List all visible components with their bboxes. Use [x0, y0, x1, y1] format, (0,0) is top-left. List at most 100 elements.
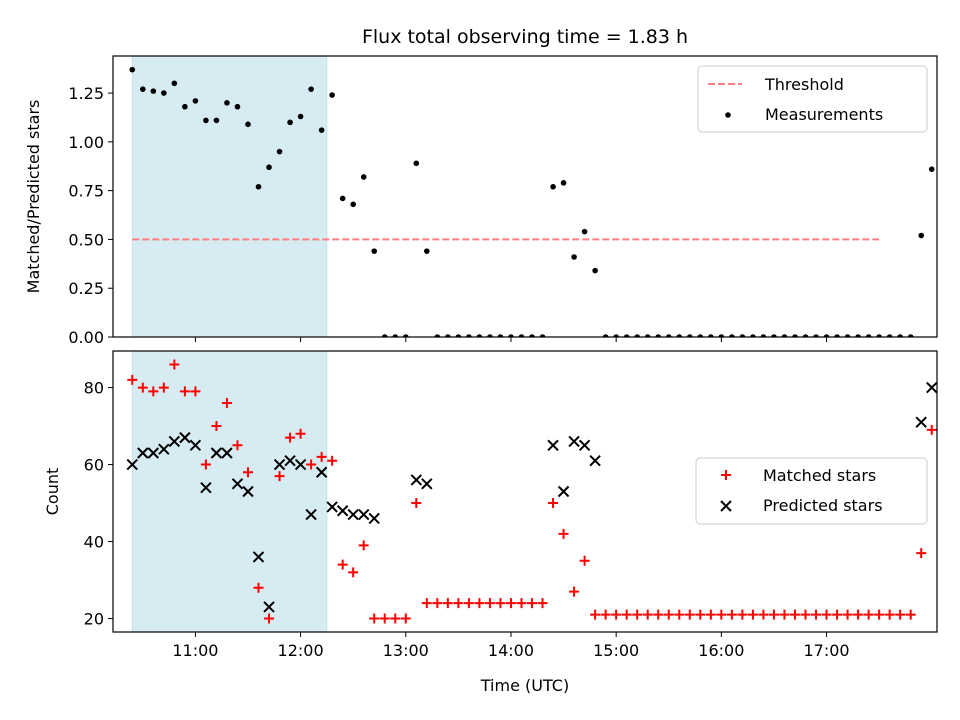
- legend-predicted-label: Predicted stars: [763, 496, 883, 515]
- chart-title: Flux total observing time = 1.83 h: [362, 26, 688, 48]
- data-point: [182, 103, 188, 110]
- data-point: [611, 609, 622, 620]
- data-point: [813, 334, 819, 337]
- data-point: [539, 334, 546, 337]
- data-point: [339, 195, 346, 202]
- data-point: [442, 598, 453, 609]
- data-point: [274, 471, 285, 482]
- data-point: [190, 386, 201, 397]
- data-point: [432, 598, 443, 609]
- data-point: [697, 334, 704, 337]
- data-point: [705, 609, 716, 620]
- y-axis-label: Matched/Predicted stars: [24, 100, 43, 294]
- data-point: [129, 66, 136, 73]
- data-point: [285, 432, 296, 443]
- data-point: [726, 609, 737, 620]
- data-point: [273, 458, 286, 471]
- data-point: [245, 121, 251, 128]
- x-axis-label: Time (UTC): [480, 676, 569, 695]
- data-point: [232, 440, 243, 451]
- data-point: [402, 334, 409, 337]
- data-point: [895, 609, 906, 620]
- data-point: [590, 609, 601, 620]
- data-point: [168, 435, 181, 448]
- data-point: [127, 374, 138, 385]
- data-point: [192, 98, 199, 104]
- data-point: [203, 117, 209, 124]
- data-point: [476, 334, 483, 337]
- data-point: [505, 598, 516, 609]
- data-point: [421, 598, 432, 609]
- data-point: [644, 334, 651, 337]
- data-point: [811, 609, 822, 620]
- y-tick-label: 60: [84, 456, 104, 475]
- data-point: [518, 334, 525, 337]
- data-point: [547, 439, 559, 452]
- data-point: [527, 598, 538, 609]
- data-point: [350, 201, 356, 208]
- data-point: [242, 485, 254, 498]
- data-point: [147, 447, 160, 459]
- data-point: [379, 613, 390, 624]
- y-axis-label: Count: [43, 468, 62, 516]
- data-point: [318, 127, 325, 133]
- x-tick-label: 15:00: [593, 641, 639, 660]
- bottom-panel: 11:00 12:00 13:00 14:00 15:00 16:00 17:00 20 40 6…: [43, 350, 938, 695]
- data-point: [550, 183, 556, 190]
- data-point: [779, 609, 790, 620]
- data-point: [171, 80, 178, 87]
- data-point: [305, 508, 317, 521]
- data-point: [821, 609, 832, 620]
- data-point: [276, 148, 283, 155]
- data-point: [674, 609, 685, 620]
- data-point: [578, 439, 591, 452]
- data-point: [771, 334, 777, 337]
- data-point: [495, 598, 506, 609]
- data-point: [252, 551, 265, 563]
- data-point: [169, 359, 180, 370]
- data-point: [411, 498, 422, 509]
- legend-box: [695, 457, 928, 525]
- data-point: [928, 166, 935, 172]
- data-point: [413, 160, 420, 167]
- data-point: [424, 248, 430, 254]
- data-point: [695, 609, 706, 620]
- data-point: [557, 485, 570, 498]
- data-point: [497, 334, 504, 337]
- data-point: [348, 567, 359, 578]
- data-point: [789, 609, 800, 620]
- data-point: [434, 334, 441, 337]
- legend-box: [697, 65, 928, 133]
- legend-measurements-swatch: [725, 112, 731, 118]
- data-point: [242, 467, 253, 478]
- data-point: [315, 466, 328, 478]
- data-point: [623, 334, 630, 337]
- data-point: [150, 88, 157, 94]
- data-point: [316, 451, 327, 462]
- data-point: [179, 386, 190, 397]
- data-point: [158, 382, 169, 393]
- data-point: [560, 180, 567, 186]
- legend-predicted-swatch: [720, 500, 732, 512]
- data-point: [653, 609, 664, 620]
- data-point: [253, 582, 264, 593]
- plot-area: [126, 351, 937, 632]
- data-point: [863, 609, 874, 620]
- data-point: [200, 481, 212, 494]
- data-point: [484, 598, 495, 609]
- data-point: [358, 540, 369, 551]
- data-point: [474, 598, 485, 609]
- data-point: [708, 334, 714, 337]
- data-point: [390, 613, 401, 624]
- data-point: [655, 334, 662, 337]
- data-point: [558, 528, 569, 539]
- data-point: [263, 601, 275, 613]
- data-point: [421, 478, 433, 490]
- axes-frame: [112, 55, 938, 338]
- data-point: [508, 334, 514, 337]
- data-point: [537, 598, 548, 609]
- series-measurements: [129, 66, 935, 337]
- data-point: [747, 609, 758, 620]
- data-point: [189, 439, 202, 452]
- data-point: [665, 334, 672, 337]
